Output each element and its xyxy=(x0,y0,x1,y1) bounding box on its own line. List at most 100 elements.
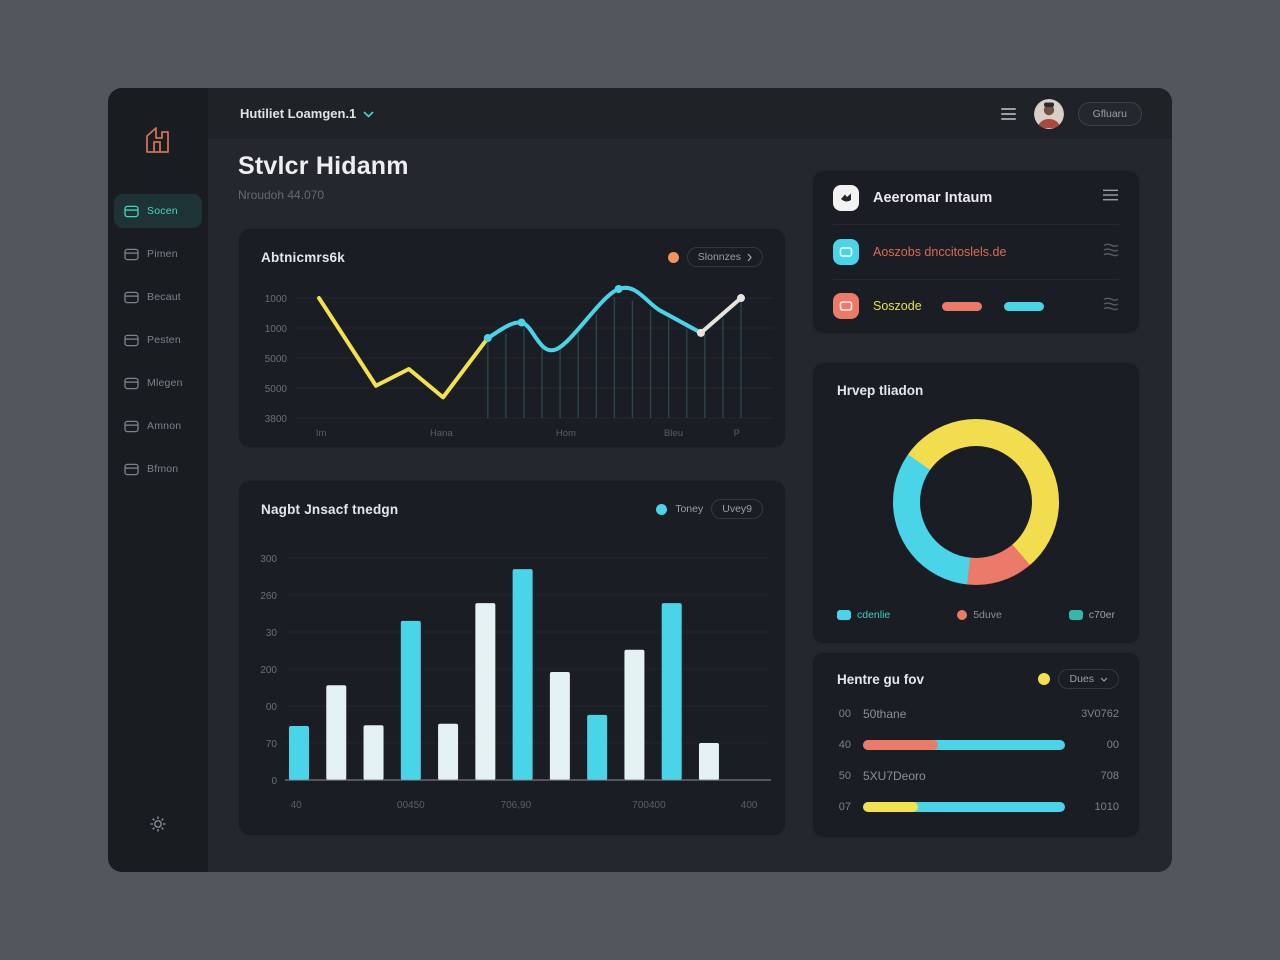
metric-row: 40 00 xyxy=(829,736,1119,753)
chevron-down-icon xyxy=(363,111,374,118)
panel-icon xyxy=(124,420,139,432)
legend-dot-icon xyxy=(667,251,679,263)
panel-icon xyxy=(124,463,139,475)
legend-dot-icon xyxy=(1038,673,1051,685)
svg-text:40: 40 xyxy=(291,800,303,811)
sidebar-item-pimen[interactable]: Pimen xyxy=(114,237,202,271)
sidebar-item-label: Bfmon xyxy=(147,463,179,475)
bar-card-title: Nagbt Jnsacf tnedgn xyxy=(261,501,399,517)
account-row[interactable]: Soszode xyxy=(833,278,1119,333)
legend-swatch-icon xyxy=(837,610,851,620)
legend-swatch-icon xyxy=(957,610,968,620)
metric-name: 5XU7Deoro xyxy=(863,768,926,783)
sidebar-item-pesten[interactable]: Pesten xyxy=(114,323,202,357)
topbar-actions: Gfluaru xyxy=(997,98,1142,129)
bar xyxy=(587,714,608,780)
legend-dot-icon xyxy=(656,503,668,515)
card-icon xyxy=(833,293,859,320)
account-label: Aoszobs dnccitoslels.de xyxy=(873,244,1007,259)
metrics-dropdown[interactable]: Dues xyxy=(1058,669,1119,689)
metrics-legend: Dues xyxy=(1038,669,1119,689)
main-content: Stvlcr Hidanm Nroudoh 44.070 1000 1000 500… xyxy=(208,140,1172,872)
breadcrumb[interactable]: Hutiliet Loamgen.1 xyxy=(240,106,374,121)
progress-fill xyxy=(863,801,918,812)
app-logo[interactable] xyxy=(108,122,208,165)
menu-icon[interactable] xyxy=(1103,188,1119,208)
sidebar-item-label: Mlegen xyxy=(147,377,183,389)
sidebar-item-amnon[interactable]: Amnon xyxy=(114,409,202,443)
svg-text:Hana: Hana xyxy=(430,428,453,439)
donut-legend-item: cdenlie xyxy=(837,609,890,621)
account-label: Aeeromar Intaum xyxy=(873,189,993,206)
bar-chart-card: 300 260 30 200 00 70 0 40 00450 706,90 700400 400 N… xyxy=(238,480,786,836)
bar xyxy=(326,685,347,780)
metric-value: 00 xyxy=(1106,738,1119,751)
metric-index: 00 xyxy=(838,707,851,720)
svg-text:0: 0 xyxy=(271,776,277,787)
avatar-image xyxy=(1033,98,1064,129)
bar xyxy=(438,723,459,780)
svg-text:70: 70 xyxy=(266,739,278,750)
card-icon xyxy=(833,238,859,265)
menu-icon[interactable] xyxy=(997,104,1020,124)
sidebar: Socen Pimen Becaut Pesten Mlegen Amnon Bfmon xyxy=(108,88,208,872)
svg-text:1000: 1000 xyxy=(265,294,288,305)
svg-text:700400: 700400 xyxy=(632,800,666,811)
progress-bar xyxy=(863,739,1065,750)
avatar[interactable] xyxy=(1033,98,1064,129)
svg-text:300: 300 xyxy=(260,554,277,565)
pill-indicator xyxy=(1003,301,1044,311)
progress-fill xyxy=(863,739,938,750)
donut-legend-item: 5duve xyxy=(957,609,1002,621)
metrics-dropdown-label: Dues xyxy=(1069,673,1094,685)
line-legend-button[interactable]: Slonnzes xyxy=(686,247,763,267)
sidebar-item-label: Pesten xyxy=(147,334,181,346)
svg-text:Hom: Hom xyxy=(556,428,576,439)
chevron-right-icon xyxy=(747,253,752,261)
donut-legend-item: c70er xyxy=(1068,609,1115,621)
panel-icon xyxy=(124,291,139,303)
metric-name: 50thane xyxy=(863,706,907,721)
settings-icon[interactable] xyxy=(108,815,208,838)
bar xyxy=(698,743,719,780)
svg-text:5000: 5000 xyxy=(265,384,288,395)
account-row[interactable]: Aeeromar Intaum xyxy=(833,171,1119,224)
svg-text:30: 30 xyxy=(266,628,278,639)
legend-label: 5duve xyxy=(973,609,1002,621)
account-row[interactable]: Aoszobs dnccitoslels.de xyxy=(833,224,1119,278)
svg-text:00450: 00450 xyxy=(397,800,425,811)
metric-value: 708 xyxy=(1100,769,1119,782)
bar-card-header: Nagbt Jnsacf tnedgn Toney Uvey9 xyxy=(239,481,785,519)
badge-icon xyxy=(833,184,859,211)
metrics-rows: 00 50thane 3V0762 40 00 50 5XU7Deoro 708 07 1010 xyxy=(829,705,1119,815)
page-header: Stvlcr Hidanm Nroudoh 44.070 xyxy=(238,152,409,202)
sidebar-item-mlegen[interactable]: Mlegen xyxy=(114,366,202,400)
page-subtitle: Nroudoh 44.070 xyxy=(238,188,325,202)
svg-text:400: 400 xyxy=(741,800,758,811)
bar xyxy=(549,671,570,780)
accounts-list: Aeeromar Intaum Aoszobs dnccitoslels.de So… xyxy=(813,171,1139,333)
progress-bar xyxy=(863,801,1065,812)
sidebar-item-becaut[interactable]: Becaut xyxy=(114,280,202,314)
sidebar-item-label: Pimen xyxy=(147,248,178,260)
metric-row: 07 1010 xyxy=(829,798,1119,815)
bar xyxy=(512,569,533,780)
metric-row: 50 5XU7Deoro 708 xyxy=(829,767,1119,784)
profile-button[interactable]: Gfluaru xyxy=(1077,101,1142,126)
sidebar-item-label: Amnon xyxy=(147,420,182,432)
metric-value: 3V0762 xyxy=(1081,707,1119,720)
line-legend: Slonnzes xyxy=(667,247,763,267)
bar-card-button[interactable]: Uvey9 xyxy=(711,499,763,519)
bar-chart: 300 260 30 200 00 70 0 40 00450 706,90 700400 400 xyxy=(260,554,771,811)
line-card-header: Abtnicmrs6k Slonnzes xyxy=(239,229,785,267)
sidebar-item-bfmon[interactable]: Bfmon xyxy=(114,452,202,486)
account-pills xyxy=(941,301,1044,311)
metrics-card: Hentre gu fov Dues 00 50thane 3V0762 40 00 50… xyxy=(812,652,1140,838)
bar xyxy=(624,649,645,780)
metric-row: 00 50thane 3V0762 xyxy=(829,705,1119,722)
details-icon[interactable] xyxy=(1103,296,1119,316)
sidebar-item-socen[interactable]: Socen xyxy=(114,194,202,228)
page-title: Stvlcr Hidanm xyxy=(238,152,409,180)
details-icon[interactable] xyxy=(1103,242,1119,262)
metric-index: 50 xyxy=(838,769,851,782)
